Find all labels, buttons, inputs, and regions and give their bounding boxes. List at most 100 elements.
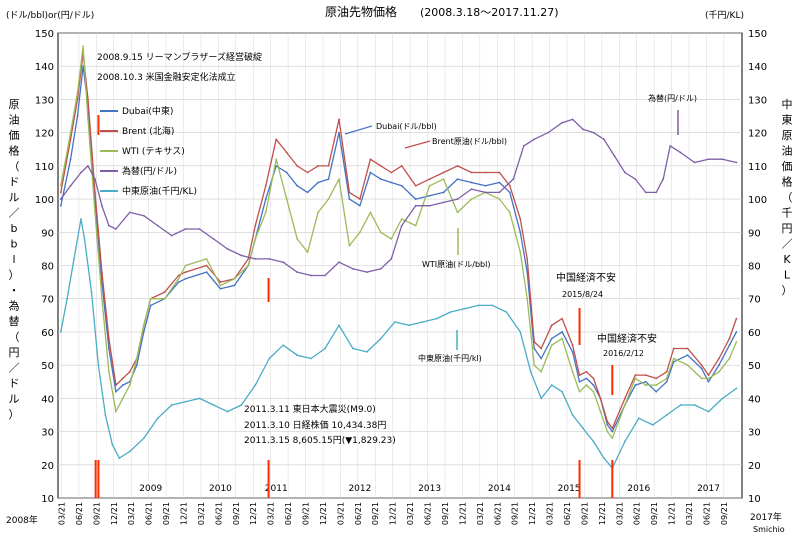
series-point-3 <box>254 257 257 260</box>
series-point-2 <box>254 238 257 240</box>
series-point-1 <box>735 317 738 320</box>
series-point-0 <box>728 344 731 347</box>
series-point-2 <box>700 377 703 380</box>
series-point-3 <box>80 171 82 174</box>
series-point-2 <box>135 357 138 360</box>
y-right-label-char: 中 <box>782 98 793 111</box>
series-point-0 <box>76 115 79 117</box>
series-point-0 <box>470 181 473 184</box>
y-left-label-char: ・ <box>9 284 20 297</box>
series-point-1 <box>306 171 309 174</box>
series-point-2 <box>540 370 543 373</box>
series-point-1 <box>644 374 647 377</box>
y-tick-label-left: 100 <box>35 195 54 206</box>
y-tick-label-left: 40 <box>41 394 54 405</box>
y-tick-label-left: 150 <box>35 29 54 40</box>
series-point-0 <box>561 331 564 333</box>
series-point-1 <box>561 317 564 320</box>
series-point-0 <box>414 198 417 200</box>
series-point-0 <box>533 347 536 350</box>
series-point-3 <box>592 131 595 134</box>
year-label: 2015 <box>558 484 581 494</box>
callout-fx: 為替(円/ドル) <box>648 93 697 103</box>
series-point-0 <box>233 284 236 287</box>
series-point-0 <box>369 171 372 174</box>
series-point-1 <box>275 138 278 141</box>
series-point-3 <box>87 164 89 167</box>
x-tick-label: 06/21 <box>633 502 642 525</box>
series-point-4 <box>665 414 668 416</box>
callout-wti: WTI原油(ドル/bbl) <box>422 259 490 269</box>
x-axis: 03/21 06/21 09/21 12/21 03/21 06/21 09/21 12/21… <box>57 502 728 525</box>
series-point-4 <box>352 347 354 350</box>
year-labels: 2009 2010 2011 2012 2013 2014 2015 2016 2017 <box>139 484 720 494</box>
x-tick-label: 06/21 <box>424 502 433 525</box>
series-point-4 <box>226 410 229 413</box>
series-point-2 <box>296 238 299 240</box>
series-point-0 <box>296 184 299 187</box>
series-point-1 <box>470 171 473 174</box>
series-point-3 <box>484 191 487 194</box>
series-point-1 <box>533 340 536 343</box>
y-right-label-char: ） <box>782 284 793 297</box>
series-point-2 <box>599 410 602 413</box>
x-tick-label: 09/21 <box>162 502 171 525</box>
x-tick-label: 03/21 <box>57 502 66 525</box>
series-point-4 <box>571 414 574 416</box>
y-axis-left: 10 20 30 40 50 60 70 80 90 100 110 120 130 140 150 <box>35 29 54 505</box>
series-point-3 <box>296 271 299 274</box>
series-point-1 <box>369 158 372 161</box>
x-tick-label: 09/21 <box>580 502 589 525</box>
y-tick-label-right: 10 <box>748 494 761 505</box>
series-point-1 <box>114 384 117 386</box>
x-tick-label: 06/21 <box>493 502 502 525</box>
series-point-2 <box>348 244 351 247</box>
y-right-label-char: （ <box>782 191 793 204</box>
series-point-0 <box>578 380 581 383</box>
series-point-4 <box>393 321 396 323</box>
series-point-2 <box>359 231 361 234</box>
year-label: 2010 <box>209 484 232 494</box>
series-point-2 <box>369 211 372 214</box>
series-point-4 <box>491 304 494 307</box>
y-right-label-char: 東 <box>782 114 793 127</box>
series-point-1 <box>121 377 124 380</box>
x-tick-label: 03/21 <box>546 502 555 525</box>
series-point-1 <box>707 374 710 377</box>
series-point-1 <box>338 118 340 121</box>
series-lines <box>59 45 738 470</box>
series-point-4 <box>592 440 595 443</box>
series-point-1 <box>526 257 529 260</box>
series-point-0 <box>611 430 614 433</box>
y-right-unit: (千円/KL) <box>705 10 744 21</box>
series-point-2 <box>317 211 319 214</box>
series-point-2 <box>59 184 62 187</box>
y-tick-label-left: 20 <box>41 461 54 472</box>
y-left-label-char: 原 <box>9 98 20 111</box>
series-point-1 <box>400 164 403 167</box>
series-point-0 <box>442 191 445 194</box>
series-point-1 <box>442 171 445 174</box>
y-left-label-char: 格 <box>9 144 20 158</box>
series-point-1 <box>508 184 511 187</box>
x-tick-label: 03/21 <box>476 502 485 525</box>
legend: Dubai(中東) Brent (北海) WTI (テキサス) 為替(円/ドル) 中東原… <box>100 105 197 197</box>
y-tick-label-right: 50 <box>748 361 761 372</box>
series-point-0 <box>338 131 340 134</box>
series-point-1 <box>247 257 250 260</box>
series-point-3 <box>212 238 215 240</box>
y-left-label-char: 価 <box>9 129 20 142</box>
y-right-label-char: L <box>784 269 791 282</box>
y-tick-label-right: 30 <box>748 428 761 439</box>
series-point-1 <box>540 347 543 350</box>
series-point-3 <box>613 154 616 157</box>
x-tick-label: 06/21 <box>702 502 711 525</box>
series-point-1 <box>700 364 703 367</box>
series-point-1 <box>87 98 89 101</box>
series-point-2 <box>149 297 152 300</box>
x-tick-label: 03/21 <box>406 502 415 525</box>
series-point-4 <box>540 397 543 400</box>
series-point-2 <box>177 277 180 280</box>
